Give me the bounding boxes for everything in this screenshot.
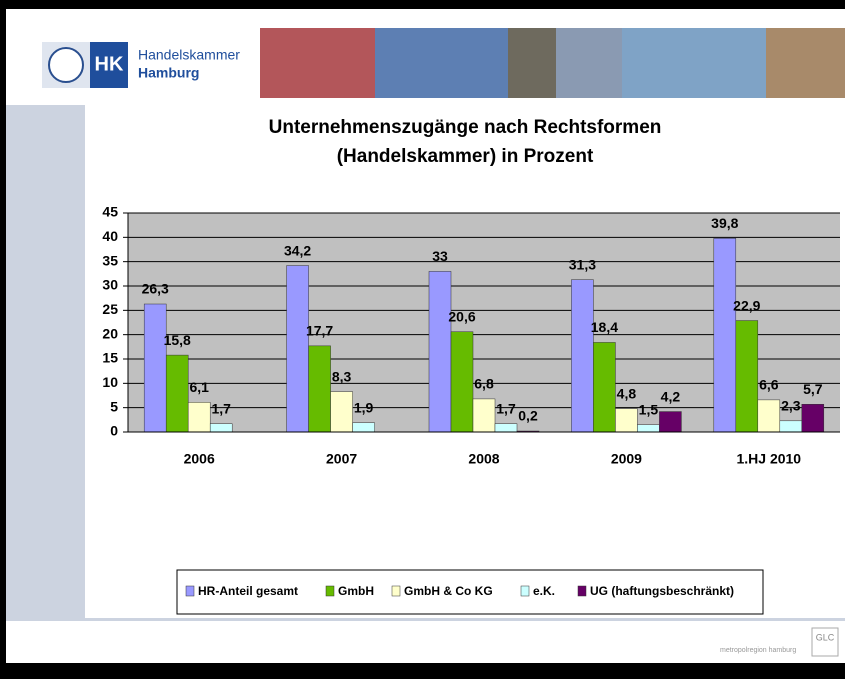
y-tick-label: 15 <box>102 350 118 366</box>
data-label: 4,2 <box>661 388 681 404</box>
data-label: 22,9 <box>733 297 760 313</box>
legend-box <box>176 569 764 615</box>
bar <box>209 423 233 433</box>
x-tick-label: 2006 <box>184 451 215 467</box>
y-tick-label: 10 <box>102 374 118 390</box>
bar <box>713 238 737 433</box>
footer-badge: GLC <box>816 632 835 642</box>
photo <box>508 28 556 98</box>
data-label: 6,1 <box>189 379 209 395</box>
x-tick-label: 2007 <box>326 451 357 467</box>
bar <box>187 402 211 433</box>
data-label: 2,3 <box>781 398 801 414</box>
bar <box>659 411 682 433</box>
photo <box>622 28 766 98</box>
logo-short: HK <box>95 53 124 75</box>
y-tick-label: 45 <box>102 204 118 220</box>
photo <box>556 28 622 98</box>
data-label: 1,7 <box>211 400 231 416</box>
bar <box>779 420 803 433</box>
photo <box>766 28 845 98</box>
data-label: 0,2 <box>518 408 538 424</box>
bar <box>428 271 452 433</box>
x-tick-label: 2008 <box>468 451 499 467</box>
legend-label: HR-Anteil gesamt <box>198 584 298 598</box>
legend-label: UG (haftungsbeschränkt) <box>590 584 734 598</box>
chart-title: Unternehmenszugänge nach Rechtsformen <box>269 117 662 138</box>
footer-line <box>6 618 845 621</box>
y-tick-label: 20 <box>102 325 118 341</box>
bar <box>735 320 759 433</box>
photo-strip <box>260 28 845 98</box>
legend-swatch <box>577 585 587 597</box>
y-tick-label: 0 <box>110 423 118 439</box>
bar <box>450 331 474 433</box>
bar <box>593 342 616 433</box>
bar <box>494 423 518 433</box>
y-tick-label: 35 <box>102 252 118 268</box>
legend-label: GmbH <box>338 584 374 598</box>
side-panel <box>6 105 85 620</box>
data-label: 6,6 <box>759 377 779 393</box>
bar <box>757 399 781 433</box>
data-label: 39,8 <box>711 215 738 231</box>
data-label: 17,7 <box>306 323 333 339</box>
logo: HK Handelskammer Hamburg <box>42 42 240 88</box>
top-bar <box>0 0 845 9</box>
logo-line2: Hamburg <box>138 65 199 81</box>
bar <box>615 408 638 433</box>
data-label: 33 <box>432 248 448 264</box>
y-tick-label: 25 <box>102 301 118 317</box>
legend-swatch <box>391 585 401 597</box>
data-label: 1,9 <box>354 399 374 415</box>
bottom-bar <box>0 663 845 679</box>
left-edge <box>0 0 6 679</box>
logo-box <box>90 42 128 88</box>
legend-swatch <box>185 585 195 597</box>
bar <box>308 345 331 433</box>
footer-partner: metropolregion hamburg <box>720 647 796 654</box>
bar <box>571 279 594 433</box>
data-label: 20,6 <box>448 308 475 324</box>
legend-swatch <box>325 585 335 597</box>
logo-line1: Handelskammer <box>138 47 240 63</box>
legend-swatch <box>520 585 530 597</box>
legend-label: GmbH & Co KG <box>404 584 493 598</box>
data-label: 31,3 <box>569 256 596 272</box>
data-label: 26,3 <box>142 281 169 297</box>
photo <box>260 28 375 98</box>
data-label: 1,7 <box>496 400 516 416</box>
data-label: 8,3 <box>332 368 352 384</box>
chart-title: (Handelskammer) in Prozent <box>337 146 594 167</box>
data-label: 5,7 <box>803 381 823 397</box>
x-tick-label: 2009 <box>611 451 642 467</box>
bar <box>637 424 660 433</box>
data-label: 4,8 <box>617 385 637 401</box>
bar <box>330 391 353 433</box>
bar <box>352 422 375 433</box>
data-label: 6,8 <box>474 376 494 392</box>
bar <box>801 404 825 433</box>
data-label: 15,8 <box>164 332 191 348</box>
bar <box>472 398 496 433</box>
bar <box>286 265 309 433</box>
bar <box>143 303 167 433</box>
y-tick-label: 30 <box>102 277 118 293</box>
data-label: 1,5 <box>639 401 659 417</box>
y-tick-label: 40 <box>102 228 118 244</box>
badge-box <box>811 627 839 657</box>
data-label: 18,4 <box>591 319 618 335</box>
legend-label: e.K. <box>533 584 555 598</box>
bar <box>165 354 189 433</box>
emblem <box>48 47 84 83</box>
photo <box>375 28 508 98</box>
x-tick-label: 1.HJ 2010 <box>736 451 801 467</box>
data-label: 34,2 <box>284 242 311 258</box>
y-tick-label: 5 <box>110 398 118 414</box>
